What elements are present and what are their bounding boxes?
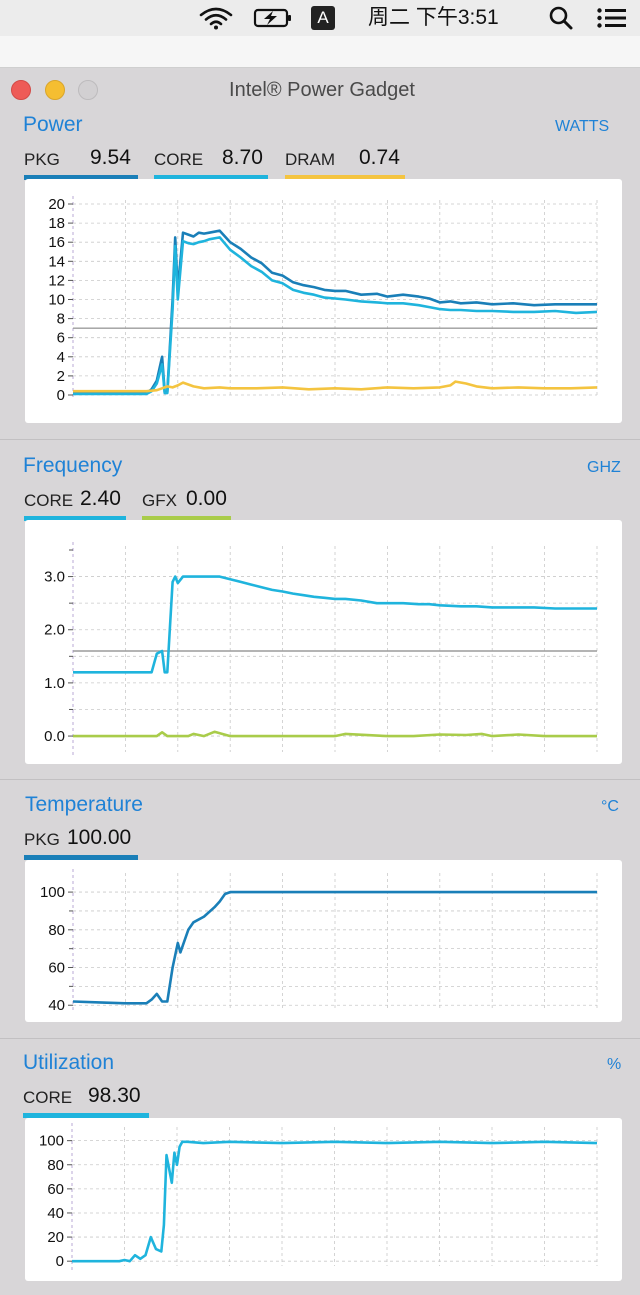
frequency-chart: 0.0 1.0 2.0 3.0: [44, 542, 598, 756]
close-button[interactable]: [11, 80, 31, 100]
y-tick-label: 0: [56, 1253, 64, 1270]
spotlight-search-icon[interactable]: [544, 0, 578, 36]
core-series-line: [72, 1140, 598, 1263]
power-gadget-window: Intel® Power Gadget Power WATTS PKG 9.54…: [0, 71, 640, 1295]
frequency-chart-panel: 0.0 1.0 2.0 3.0: [25, 520, 622, 764]
core-power-value: 8.70: [222, 146, 263, 169]
frequency-section: Frequency GHZ CORE 2.40 GFX 0.00 0.0 1.0 2…: [0, 450, 640, 780]
wifi-icon[interactable]: [196, 0, 236, 36]
frequency-unit: GHZ: [587, 459, 621, 476]
y-tick-label: 60: [48, 960, 65, 977]
y-tick-label: 2: [57, 368, 65, 385]
section-divider: [0, 439, 640, 440]
utilization-title: Utilization: [23, 1051, 115, 1074]
utilization-chart: 0 20 40 60 80 100: [39, 1123, 598, 1270]
menu-clock[interactable]: 周二 下午3:51: [368, 6, 499, 29]
control-center-list-icon[interactable]: [594, 0, 630, 36]
temperature-title: Temperature: [25, 793, 143, 816]
y-tick-label: 18: [48, 215, 65, 232]
core-power-label: CORE: [154, 150, 204, 169]
title-bar[interactable]: Intel® Power Gadget: [0, 71, 640, 109]
pkg-power-label: PKG: [24, 150, 60, 169]
zoom-button[interactable]: [78, 80, 98, 100]
battery-charging-icon[interactable]: [252, 0, 294, 36]
y-tick-label: 12: [48, 272, 65, 289]
y-tick-label: 0: [57, 387, 65, 404]
y-tick-label: 80: [47, 1157, 64, 1174]
temperature-chart-panel: 40 60 80 100: [25, 860, 622, 1022]
temperature-unit: °C: [601, 798, 619, 815]
menu-bar: A 周二 下午3:51: [0, 0, 640, 36]
core-legend-bar: [154, 175, 268, 180]
y-tick-label: 10: [48, 292, 65, 309]
y-tick-label: 100: [40, 884, 65, 901]
dram-power-label: DRAM: [285, 150, 336, 169]
temperature-chart: 40 60 80 100: [40, 869, 598, 1014]
power-section: Power WATTS PKG 9.54 CORE 8.70 DRAM 0.74…: [0, 109, 640, 439]
gfx-series-line: [73, 730, 597, 738]
core-series-line: [73, 236, 598, 396]
y-tick-label: 100: [39, 1133, 64, 1150]
input-source-icon[interactable]: A: [311, 6, 335, 30]
pkg-series-line: [72, 890, 597, 1005]
gfx-frequency-label: GFX: [142, 491, 177, 510]
core-frequency-label: CORE: [24, 491, 74, 510]
power-unit: WATTS: [555, 118, 610, 135]
power-title: Power: [23, 113, 83, 136]
y-tick-label: 20: [48, 196, 65, 213]
pkg-power-value: 9.54: [90, 146, 131, 169]
minimize-button[interactable]: [45, 80, 65, 100]
y-tick-label: 14: [48, 253, 65, 270]
core-frequency-value: 2.40: [80, 487, 121, 510]
background-window-strip: [0, 36, 640, 68]
y-tick-label: 4: [57, 349, 65, 366]
y-tick-label: 1.0: [44, 675, 65, 692]
utilization-unit: %: [607, 1056, 622, 1073]
pkg-legend-bar: [24, 175, 138, 180]
y-tick-label: 16: [48, 234, 65, 251]
y-tick-label: 6: [57, 330, 65, 347]
power-chart: 0 2 4 6 8 10 12 14 16 18 20: [48, 196, 598, 404]
y-tick-label: 20: [47, 1229, 64, 1246]
dram-power-value: 0.74: [359, 146, 400, 169]
gfx-frequency-value: 0.00: [186, 487, 227, 510]
core-series-line: [73, 575, 597, 674]
y-tick-label: 40: [47, 1205, 64, 1222]
y-tick-label: 60: [47, 1181, 64, 1198]
y-tick-label: 0.0: [44, 728, 65, 745]
pkg-temperature-legend-bar: [24, 855, 138, 860]
y-tick-label: 80: [48, 922, 65, 939]
power-chart-panel: 0 2 4 6 8 10 12 14 16 18 20: [25, 179, 622, 423]
y-tick-label: 3.0: [44, 569, 65, 586]
core-utilization-legend-bar: [23, 1113, 149, 1118]
frequency-title: Frequency: [23, 454, 123, 477]
dram-legend-bar: [285, 175, 405, 180]
dram-series-line: [73, 380, 598, 393]
section-divider: [0, 779, 640, 780]
core-utilization-value: 98.30: [88, 1084, 141, 1107]
utilization-chart-panel: 0 20 40 60 80 100: [25, 1118, 622, 1281]
section-divider: [0, 1038, 640, 1039]
pkg-temperature-label: PKG: [24, 830, 60, 849]
core-utilization-label: CORE: [23, 1088, 73, 1107]
utilization-section: Utilization % CORE 98.30 0 20 40 60 80 100: [0, 1047, 640, 1295]
window-title: Intel® Power Gadget: [229, 79, 415, 101]
core-frequency-legend-bar: [24, 516, 126, 521]
gfx-legend-bar: [142, 516, 231, 521]
temperature-section: Temperature °C PKG 100.00 40 60 80 100: [0, 789, 640, 1039]
y-tick-label: 2.0: [44, 622, 65, 639]
y-tick-label: 8: [57, 311, 65, 328]
y-tick-label: 40: [48, 997, 65, 1014]
pkg-temperature-value: 100.00: [67, 826, 132, 849]
